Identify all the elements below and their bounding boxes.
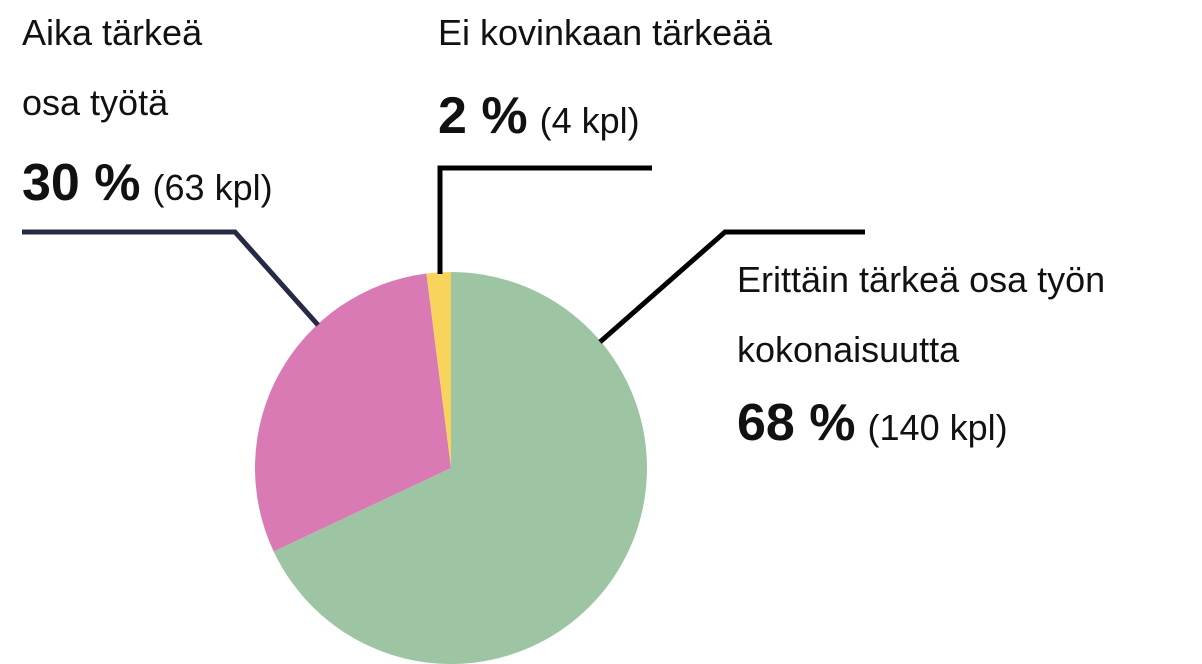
slice-group	[426, 272, 451, 468]
category-label: osa työtä	[22, 82, 169, 123]
leader-line	[22, 229, 320, 327]
value-label: 2 % (4 kpl)	[438, 87, 640, 145]
category-label: kokonaisuutta	[737, 329, 960, 370]
value-label: 30 % (63 kpl)	[22, 154, 273, 212]
leader-lines	[22, 165, 865, 344]
value-label: 68 % (140 kpl)	[737, 394, 1008, 452]
category-label: Aika tärkeä	[22, 12, 203, 53]
pie-slice	[254, 273, 451, 552]
slice-group	[273, 272, 647, 664]
category-label: Erittäin tärkeä osa työn	[737, 259, 1105, 300]
percent-label: 2 %	[438, 87, 528, 145]
percent-label: 30 %	[22, 154, 141, 212]
pie-slice	[273, 272, 647, 664]
slice-group	[254, 273, 451, 552]
count-label: (140 kpl)	[868, 407, 1008, 448]
category-label: Ei kovinkaan tärkeää	[438, 12, 773, 53]
leader-line	[437, 165, 652, 274]
count-label: (63 kpl)	[153, 167, 273, 208]
leader-line	[598, 229, 865, 344]
count-label: (4 kpl)	[540, 100, 640, 141]
pie-slice	[426, 272, 451, 468]
percent-label: 68 %	[737, 394, 856, 452]
